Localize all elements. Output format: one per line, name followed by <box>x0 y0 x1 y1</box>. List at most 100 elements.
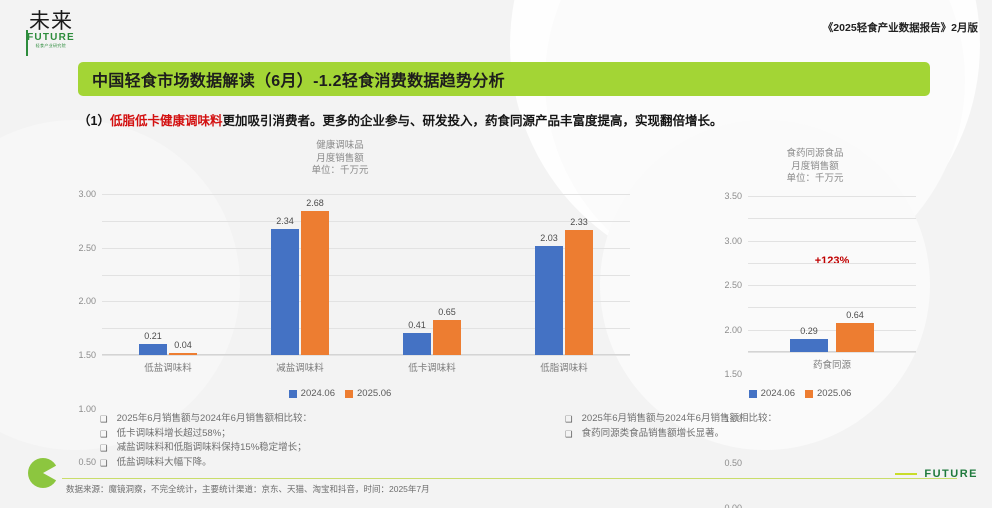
y-axis-tick-label: 0.50 <box>724 458 742 469</box>
gridline: 3.00 <box>78 189 630 199</box>
report-edition-tag: 《2025轻食产业数据报告》2月版 <box>822 22 978 34</box>
legend-item[interactable]: 2024.06 <box>288 388 335 399</box>
legend-swatch <box>345 389 353 398</box>
bullet-text: 2025年6月销售额与2024年6月销售额相比较： <box>581 413 777 424</box>
bullet-marker-icon: ❑ <box>565 414 573 424</box>
y-axis-tick-label: 1.00 <box>724 413 742 424</box>
footer-divider <box>62 478 957 479</box>
bullet-item: ❑ 减盐调味料和低脂调味料保持15%稳定增长； <box>100 441 312 456</box>
bar-group: 2.34 2.68 减盐调味料 <box>234 194 366 374</box>
gridline: 0.00 <box>102 355 630 356</box>
left-chart-title-line-2: 月度销售额 <box>316 152 364 164</box>
brand-logo: 未来 FUTURE 轻食产业研究院 <box>18 10 84 56</box>
right-chart-plot-area: +123% 0.00 0.50 1.00 1.50 2.00 2.50 3.00 3.50 0.… <box>724 191 916 508</box>
y-axis-tick-label: 2.00 <box>724 324 742 335</box>
bullet-text: 食药同源类食品销售额增长显著。 <box>581 427 725 439</box>
footer-brand-logo: FUTURE <box>895 468 978 480</box>
legend-item[interactable]: 2024.06 <box>748 388 795 399</box>
left-chart-plot-area: 0.00 0.50 1.00 1.50 2.00 2.50 3.00 0.21 0.04 低盐调味… <box>78 189 630 467</box>
decorative-pac-shape <box>28 458 58 488</box>
legend-label: 2025.06 <box>357 388 392 399</box>
bar: 0.41 <box>403 320 431 355</box>
left-chart-title-line-1: 健康调味品 <box>316 140 364 151</box>
y-axis-tick-label: 2.50 <box>78 242 96 253</box>
bar-group: 2.03 2.33 低脂调味料 <box>498 194 630 374</box>
bar-value-label: 0.21 <box>144 330 162 341</box>
gridline: 2.00 <box>724 262 916 335</box>
logo-english-name: FUTURE <box>27 32 75 43</box>
bar-group: 0.29 0.64 药食同源 <box>748 196 916 371</box>
y-axis-tick-label: 2.50 <box>724 280 742 291</box>
logo-chinese-name: 未来 <box>29 9 73 33</box>
background-circle-soft <box>600 120 930 450</box>
footer-logo-name: FUTURE <box>924 468 978 480</box>
y-axis-tick-label: 0.50 <box>78 457 96 468</box>
bar-value-label: 2.68 <box>306 198 324 209</box>
right-bullet-list: ❑ 2025年6月销售额与2024年6月销售额相比较： ❑ 食药同源类食品销售额增长显… <box>565 412 777 441</box>
left-chart-legend: 2024.06 2025.06 <box>250 388 430 399</box>
lead-rest: 更加吸引消费者。更多的企业参与、研发投入，药食同源产品丰富度提高，实现翻倍增长。 <box>222 114 723 128</box>
legend-item[interactable]: 2025.06 <box>805 388 851 399</box>
y-axis-tick-label: 1.00 <box>78 403 96 414</box>
legend-label: 2024.06 <box>760 388 795 399</box>
bar-value-label: 2.03 <box>540 233 558 244</box>
x-axis-category-label: 低盐调味料 <box>144 363 192 374</box>
legend-item[interactable]: 2025.06 <box>345 388 391 399</box>
bullet-marker-icon: ❑ <box>100 428 108 439</box>
bullet-item: ❑ 低盐调味料大幅下降。 <box>100 456 312 471</box>
y-axis-tick-label: 3.50 <box>724 191 742 201</box>
gridline: 1.50 <box>724 285 916 379</box>
bullet-text: 低盐调味料大幅下降。 <box>116 456 212 468</box>
logo-subtitle: 轻食产业研究院 <box>35 43 67 48</box>
bar-value-label: 0.64 <box>846 310 864 321</box>
y-axis-tick-label: 0.00 <box>724 503 742 508</box>
gridline: 1.50 <box>78 274 630 360</box>
bullet-text: 减盐调味料和低脂调味料保持15%稳定增长； <box>116 442 307 453</box>
bar-value-label: 0.41 <box>408 320 426 330</box>
lead-prefix: （1） <box>78 114 110 128</box>
left-chart-title-line-3: 单位：千万元 <box>311 165 369 176</box>
bullet-marker-icon: ❑ <box>100 457 108 468</box>
y-axis-tick-label: 3.00 <box>724 235 742 246</box>
gridline: 2.00 <box>78 247 630 306</box>
bullet-item: ❑ 食药同源类食品销售额增长显著。 <box>565 427 777 442</box>
bar-value-label: 0.29 <box>800 326 818 337</box>
bullet-item: ❑ 低卡调味料增长超过58%； <box>100 427 312 442</box>
footer-logo-dash <box>895 473 918 475</box>
right-chart-panel: +123% 0.00 0.50 1.00 1.50 2.00 2.50 3.00 3.50 0.… <box>700 191 930 508</box>
gridline: 1.00 <box>78 301 630 414</box>
left-bullet-list: ❑ 2025年6月销售额与2024年6月销售额相比较： ❑ 低卡调味料增长超过58%；… <box>100 412 312 470</box>
y-axis-tick-label: 3.00 <box>78 189 96 199</box>
bar: 0.65 <box>433 307 461 355</box>
right-chart-baseline <box>748 351 916 352</box>
right-chart-title-line-1: 食药同源食品 <box>786 148 844 159</box>
bar: 0.04 <box>169 340 197 355</box>
lead-statement: （1）低脂低卡健康调味料更加吸引消费者。更多的企业参与、研发投入，药食同源产品丰… <box>78 110 958 129</box>
legend-label: 2025.06 <box>817 388 852 399</box>
bar-value-label: 0.65 <box>438 307 456 318</box>
bar: 0.21 <box>139 331 167 355</box>
y-axis-tick-label: 1.50 <box>724 369 742 380</box>
x-axis-category-label: 低脂调味料 <box>540 363 588 374</box>
gridline: 0.00 <box>724 352 916 508</box>
x-axis-category-label: 药食同源 <box>812 360 851 371</box>
logo-accent-bar <box>26 30 28 56</box>
x-axis-category-label: 低卡调味料 <box>408 363 456 374</box>
y-axis-tick-label: 1.50 <box>78 350 96 360</box>
gridline: 1.00 <box>724 307 916 424</box>
bar-value-label: 2.33 <box>570 216 588 227</box>
gridline: 0.50 <box>724 329 916 468</box>
bar-value-label: 2.34 <box>276 216 294 227</box>
bullet-item: ❑ 2025年6月销售额与2024年6月销售额相比较： <box>565 412 777 427</box>
right-chart-title-line-2: 月度销售额 <box>791 160 839 172</box>
bullet-text: 低卡调味料增长超过58%； <box>116 427 231 439</box>
bar: 2.33 <box>565 217 593 355</box>
page-title: 中国轻食市场数据解读（6月）-1.2轻食消费数据趋势分析 <box>92 73 505 90</box>
slide-title-bar: 中国轻食市场数据解读（6月）-1.2轻食消费数据趋势分析 <box>78 62 930 96</box>
y-axis-tick-label: 2.00 <box>78 296 96 307</box>
legend-swatch <box>805 389 813 398</box>
left-chart-baseline <box>102 354 630 355</box>
bar: 0.64 <box>836 310 874 352</box>
bar-value-label: 0.04 <box>174 339 192 350</box>
